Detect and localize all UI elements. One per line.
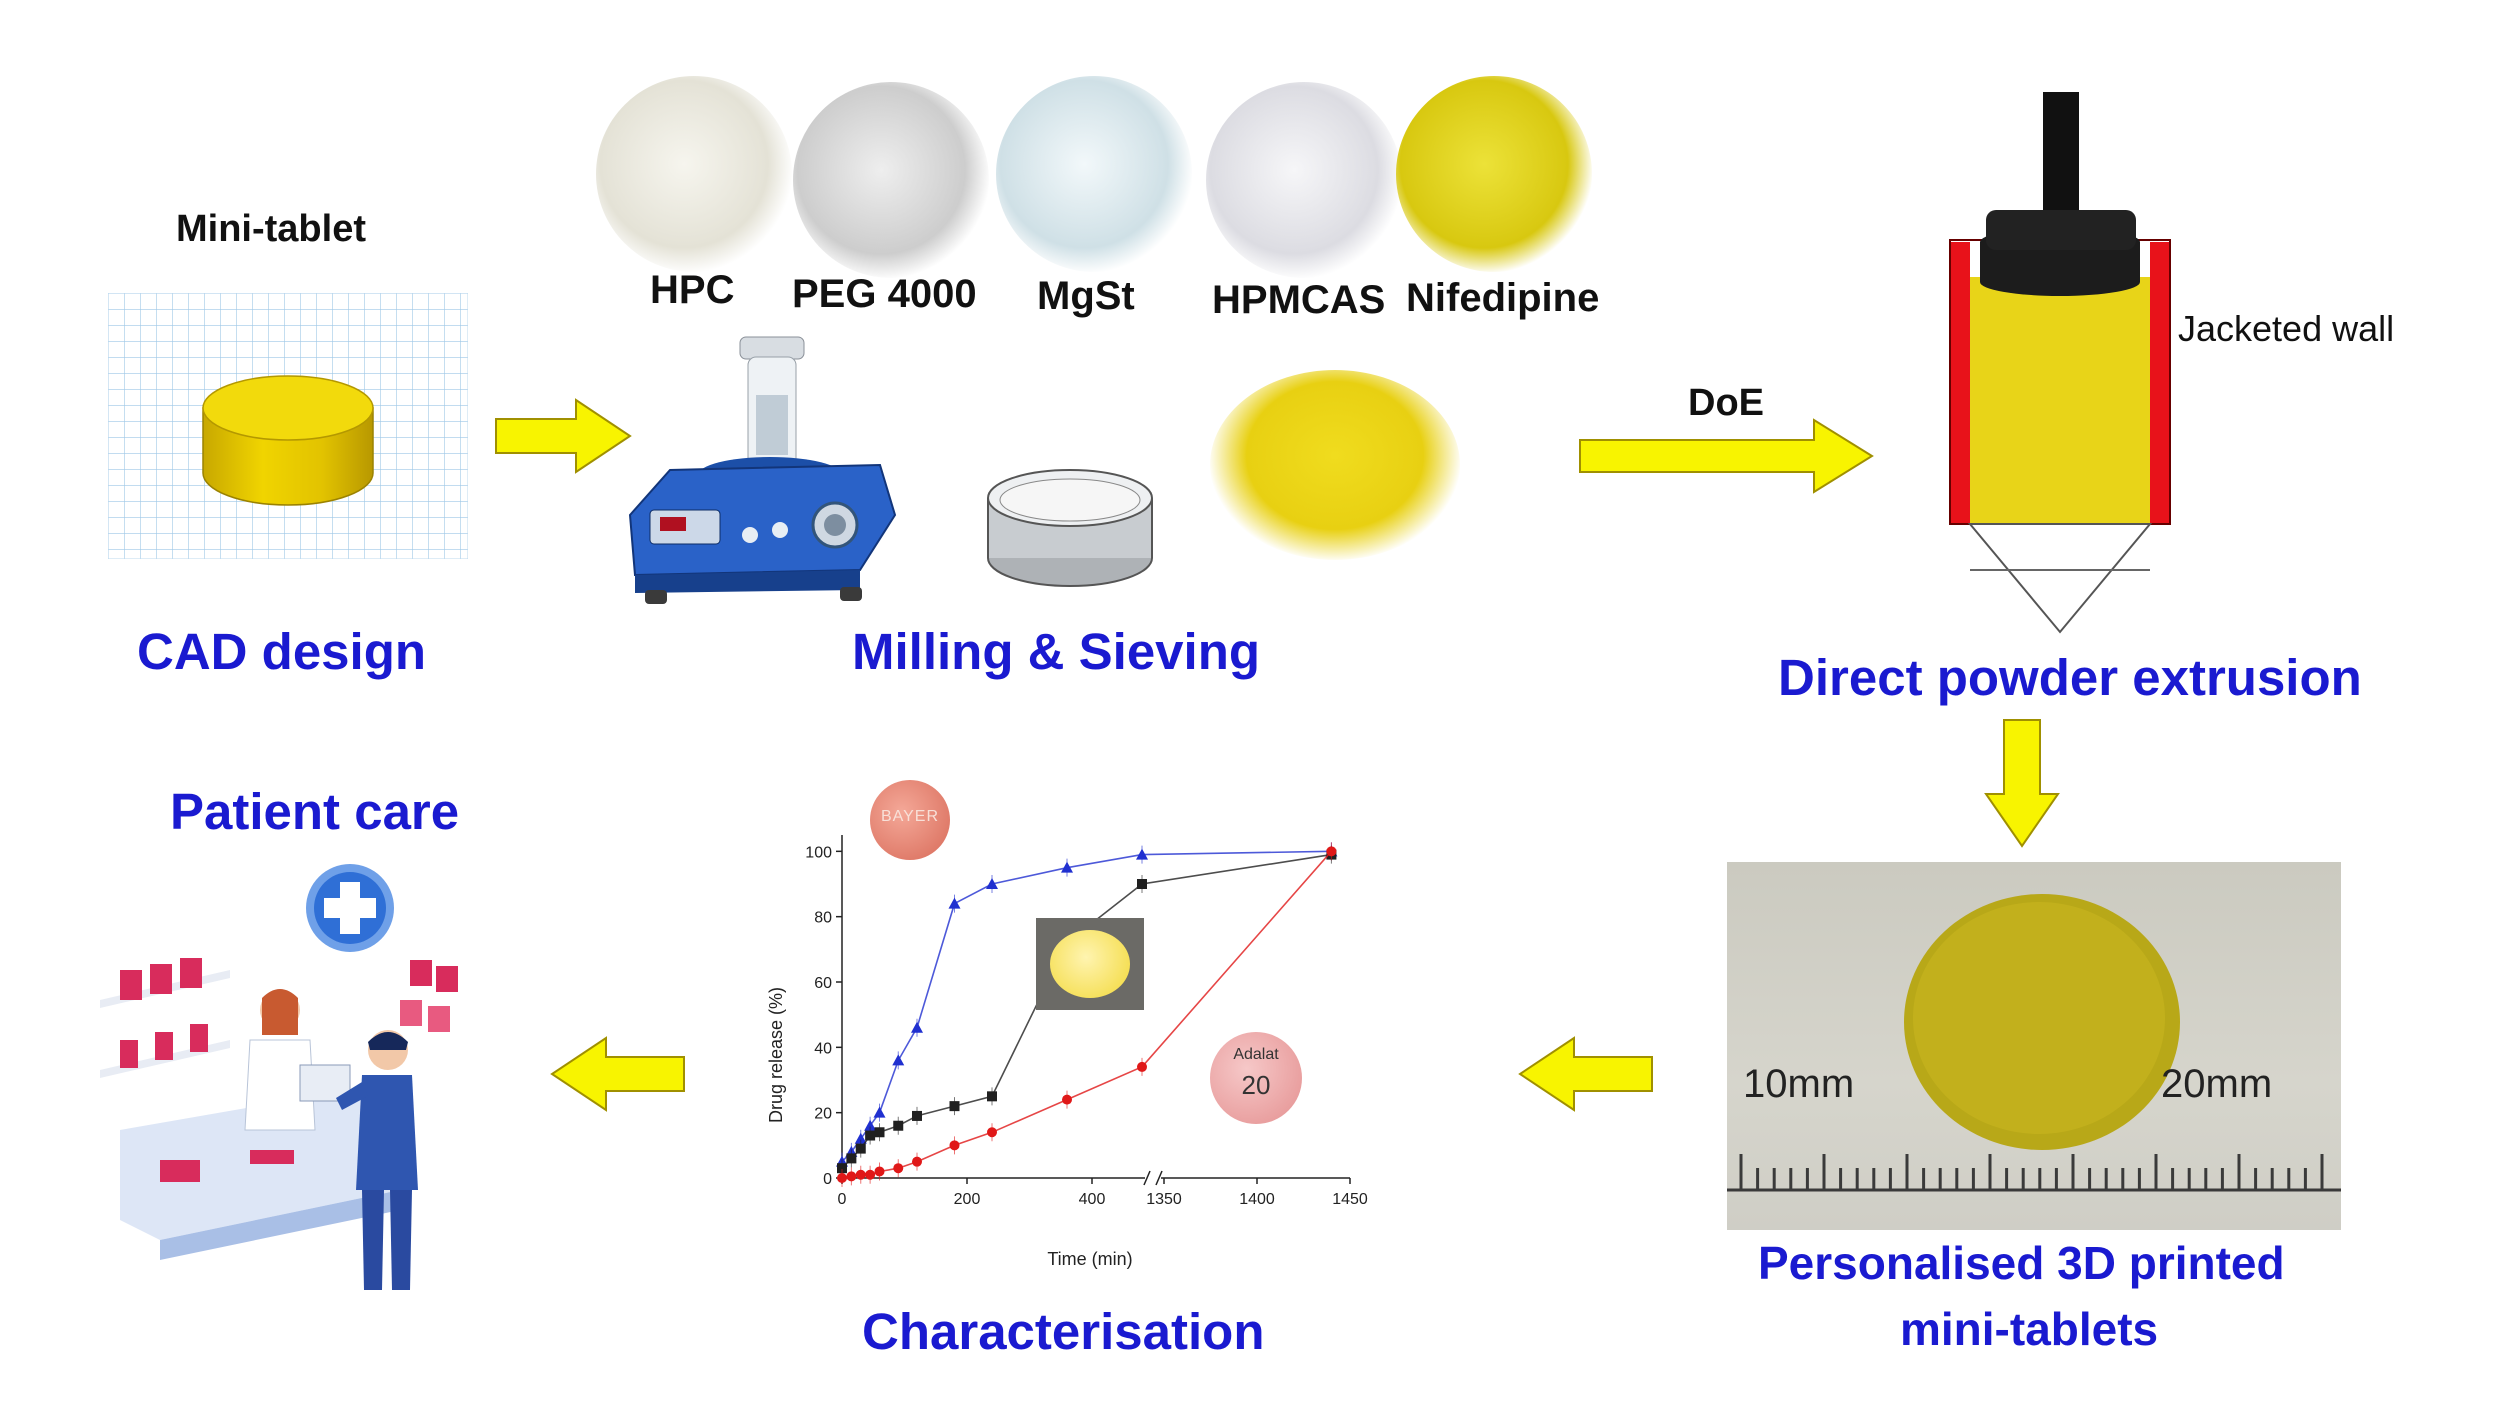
pharmacy-illustration <box>100 860 520 1310</box>
chart-x-tick-label: 0 <box>838 1191 847 1208</box>
chart-point <box>949 1101 960 1112</box>
chart-series-line <box>841 850 1333 1179</box>
chart-point <box>912 1156 922 1167</box>
chart-point <box>865 1130 876 1141</box>
powder-hpmcas-image <box>1206 82 1402 278</box>
powder-label-mgst: MgSt <box>1037 274 1135 318</box>
adalat-dose: 20 <box>1241 1070 1271 1100</box>
chart-x-tick-label: 200 <box>954 1191 981 1208</box>
chart-x-tick-label: 400 <box>1079 1191 1106 1208</box>
chart-x-tick-label: 1350 <box>1146 1191 1182 1208</box>
chart-x-tick-label: 1400 <box>1239 1191 1275 1208</box>
bayer-tablet-image: BAYER <box>870 780 950 860</box>
chart-point <box>855 1169 866 1180</box>
chart-point <box>911 1021 923 1033</box>
adalat-tablet-image: Adalat 20 <box>1210 1032 1302 1124</box>
milled-powder-image <box>1210 370 1460 560</box>
chart-y-tick-label: 100 <box>805 844 832 861</box>
powder-label-hpmcas: HPMCAS <box>1212 278 1386 322</box>
jacketed-wall-label: Jacketed wall <box>2178 308 2395 349</box>
chart-point <box>1137 1061 1147 1072</box>
extruder-image <box>1940 92 2180 642</box>
drug-release-chart: 0 20 40 60 80 100 0 200 400 1350 1400 1450 Time (mi… <box>760 780 1380 1280</box>
chart-point <box>864 1119 877 1131</box>
chart-y-tick-label: 20 <box>814 1106 832 1123</box>
chart-axis-break <box>1155 1170 1163 1186</box>
chart-point <box>987 1127 997 1138</box>
chart-x-tick-label: 1450 <box>1332 1191 1368 1208</box>
arrow-characterisation-to-patient <box>550 1036 686 1117</box>
chart-y-tick-label: 80 <box>814 910 832 927</box>
stage-printed-line2: mini-tablets <box>1900 1303 2159 1355</box>
doe-label: DoE <box>1688 382 1764 424</box>
chart-point <box>846 1153 857 1164</box>
chart-point <box>874 1166 885 1177</box>
chart-point <box>846 1171 857 1182</box>
arrow-printed-to-characterisation <box>1518 1036 1654 1117</box>
chart-point <box>837 1173 847 1183</box>
arrow-cad-to-milling <box>494 398 632 479</box>
stage-milling-sieving: Milling & Sieving <box>852 623 1261 680</box>
chart-point <box>912 1110 922 1121</box>
powder-peg-image <box>793 82 989 278</box>
chart-xlabel: Time (min) <box>1047 1249 1132 1269</box>
printed-tablet-photo: 10mm 20mm <box>1727 862 2341 1230</box>
chart-y-tick-label: 40 <box>814 1040 832 1057</box>
adalat-name: Adalat <box>1233 1046 1279 1063</box>
ruler-label-20mm: 20mm <box>2161 1062 2273 1106</box>
chart-point <box>854 1132 867 1144</box>
powder-label-hpc: HPC <box>650 268 735 312</box>
powder-nifedipine-image <box>1396 76 1592 272</box>
chart-point <box>948 897 961 909</box>
sieve-image <box>985 460 1155 590</box>
chart-ylabel: Drug release (%) <box>766 987 786 1123</box>
chart-point <box>1062 1094 1072 1105</box>
chart-point <box>893 1120 904 1131</box>
chart-axis-break <box>1143 1170 1151 1186</box>
chart-point <box>892 1054 905 1066</box>
chart-point <box>986 878 998 889</box>
powder-mgst-image <box>996 76 1192 272</box>
powder-label-peg: PEG 4000 <box>792 272 977 316</box>
chart-point <box>837 1163 847 1174</box>
cad-grid-tablet <box>107 292 469 560</box>
chart-point <box>893 1163 904 1174</box>
arrow-milling-to-extrusion <box>1578 418 1874 499</box>
powder-hpc-image <box>596 76 792 272</box>
chart-point <box>949 1140 960 1151</box>
chart-point <box>1137 879 1147 889</box>
chart-point <box>874 1127 885 1138</box>
powder-label-nifedipine: Nifedipine <box>1406 276 1600 320</box>
mill-stirrer-image <box>610 335 910 615</box>
chart-point <box>873 1106 886 1118</box>
stage-patient-care: Patient care <box>170 783 460 840</box>
chart-point <box>1061 861 1073 873</box>
bayer-text: BAYER <box>880 808 940 825</box>
stage-characterisation: Characterisation <box>862 1303 1265 1360</box>
chart-point <box>1326 846 1337 857</box>
chart-y-tick-label: 60 <box>814 975 832 992</box>
chart-point <box>1136 848 1148 860</box>
stage-direct-powder-extrusion: Direct powder extrusion <box>1778 649 2362 706</box>
ruler-label-10mm: 10mm <box>1743 1062 1855 1106</box>
printed-tablet-inset <box>1036 918 1144 1010</box>
chart-y-tick-label: 0 <box>823 1171 832 1188</box>
chart-point <box>987 1091 997 1102</box>
chart-point <box>865 1169 876 1180</box>
stage-printed-line1: Personalised 3D printed <box>1758 1237 2285 1289</box>
arrow-extrusion-to-printed <box>1984 718 2060 853</box>
chart-point <box>855 1143 866 1154</box>
stage-cad-design: CAD design <box>137 623 427 680</box>
mini-tablet-label: Mini-tablet <box>176 208 366 250</box>
